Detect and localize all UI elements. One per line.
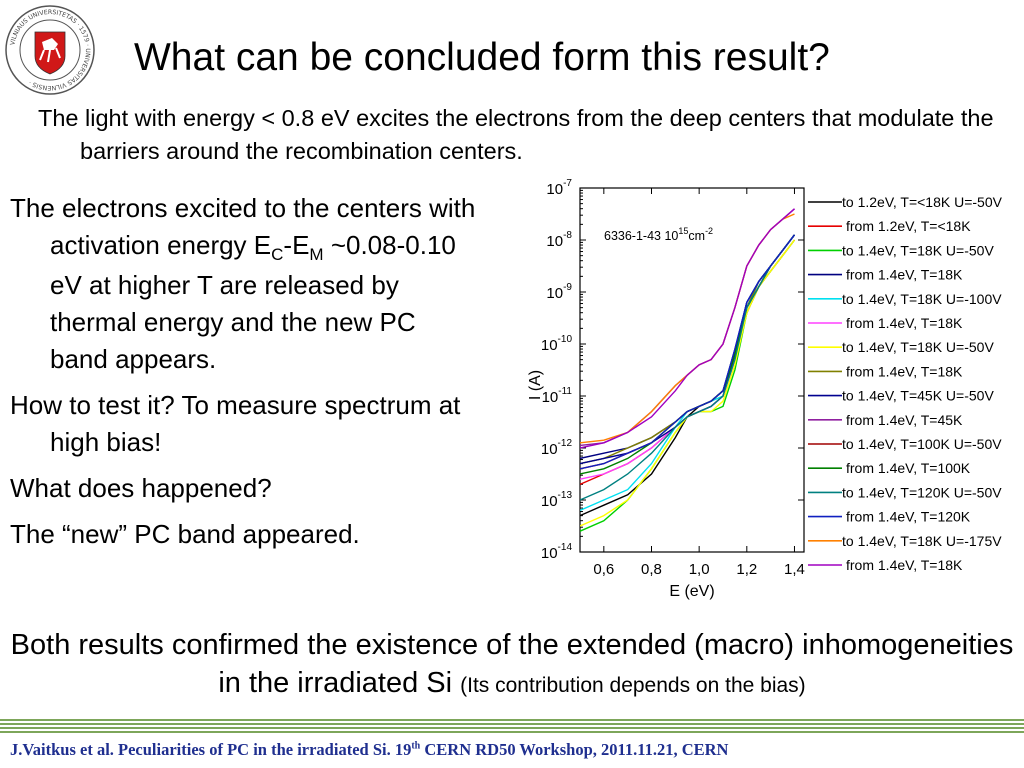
series-line-10 bbox=[580, 208, 795, 447]
legend-label-14: from 1.4eV, T=120K bbox=[846, 509, 971, 525]
intro-paragraph: The light with energy < 0.8 eV excites t… bbox=[38, 105, 994, 164]
legend-label-7: to 1.4eV, T=18K U=-50V bbox=[842, 339, 994, 355]
legend-label-13: to 1.4eV, T=120K U=-50V bbox=[842, 484, 1002, 500]
series-line-3 bbox=[580, 239, 796, 532]
photocurrent-spectrum-chart: 10-7 10-8 10-9 10-10 10-11 10-12 10-13 10-14 0,6… bbox=[527, 178, 1003, 600]
conclusion-main: Both results confirmed the existence of … bbox=[10, 629, 1014, 699]
plot-frame bbox=[579, 187, 805, 553]
bullet-item-activation-energy: The electrons excited to the centers wit… bbox=[10, 190, 480, 378]
series-line-14 bbox=[580, 234, 796, 470]
series-line-8 bbox=[580, 234, 796, 465]
legend-label-10: from 1.4eV, T=45K bbox=[846, 412, 963, 428]
legend-label-9: to 1.4eV, T=45K U=-50V bbox=[842, 388, 994, 404]
bullet-list: The electrons excited to the centers wit… bbox=[10, 190, 480, 562]
footer-divider bbox=[0, 719, 1024, 735]
footer-text-end: CERN RD50 Workshop, 2011.11.21, CERN bbox=[420, 740, 729, 759]
legend-label-6: from 1.4eV, T=18K bbox=[846, 315, 963, 331]
x-tick-label: 0,6 bbox=[593, 561, 614, 578]
legend-label-15: to 1.4eV, T=18K U=-175V bbox=[842, 533, 1002, 549]
legend-label-2: from 1.2eV, T=<18K bbox=[846, 218, 971, 234]
y-tick-label: 10-12 bbox=[541, 438, 573, 458]
series-line-16 bbox=[580, 208, 795, 449]
series-line-13 bbox=[580, 234, 796, 501]
series-line-4 bbox=[580, 234, 796, 460]
footer-citation: J.Vaitkus et al. Peculiarities of PC in … bbox=[10, 740, 728, 760]
legend-label-11: to 1.4eV, T=100K U=-50V bbox=[842, 436, 1002, 452]
bullet1-text-a: The electrons excited to the centers wit… bbox=[10, 193, 476, 260]
series-line-11 bbox=[580, 234, 796, 470]
footer-sup: th bbox=[411, 740, 421, 752]
conclusion-note: (Its contribution depends on the bias) bbox=[460, 674, 806, 697]
x-axis-label: E (eV) bbox=[669, 583, 714, 600]
legend-label-1: to 1.2eV, T=<18K U=-50V bbox=[842, 194, 1003, 210]
series-line-15 bbox=[580, 213, 795, 444]
sample-annotation: 6336-1-43 1015cm-2 bbox=[604, 226, 713, 243]
legend-label-8: from 1.4eV, T=18K bbox=[846, 363, 963, 379]
y-tick-label: 10-11 bbox=[542, 386, 573, 406]
footer-text: J.Vaitkus et al. Peculiarities of PC in … bbox=[10, 740, 412, 759]
subscript-c: C bbox=[271, 245, 284, 264]
legend-label-16: from 1.4eV, T=18K bbox=[846, 557, 963, 573]
y-tick-label: 10-10 bbox=[541, 334, 573, 354]
x-tick-label: 1,0 bbox=[689, 561, 710, 578]
series-line-7 bbox=[580, 239, 796, 527]
x-tick-label: 1,2 bbox=[736, 561, 757, 578]
y-tick-label: 10-13 bbox=[541, 490, 573, 510]
y-tick-label: 10-14 bbox=[541, 542, 573, 562]
y-tick-label: 10-9 bbox=[546, 282, 572, 302]
bullet1-text-b: -E bbox=[283, 230, 310, 260]
legend-label-3: to 1.4eV, T=18K U=-50V bbox=[842, 242, 994, 258]
bullet1-text-c: ~0.08-0.10 eV at higher T are released b… bbox=[50, 230, 456, 374]
legend-label-12: from 1.4eV, T=100K bbox=[846, 460, 971, 476]
slide-title: What can be concluded form this result? bbox=[134, 36, 830, 79]
bullet-item-new-band: The “new” PC band appeared. bbox=[10, 519, 360, 549]
subscript-m: M bbox=[309, 245, 324, 264]
x-tick-label: 1,4 bbox=[784, 561, 805, 578]
legend-label-4: from 1.4eV, T=18K bbox=[846, 267, 963, 283]
bullet-item-how-to-test: How to test it? To measure spectrum at h… bbox=[10, 390, 461, 457]
series-line-9 bbox=[580, 234, 796, 465]
series-line-6 bbox=[580, 234, 796, 480]
y-tick-label: 10-7 bbox=[546, 178, 572, 198]
university-seal-logo: VILNIAUS UNIVERSITETAS · 1579 · UNIVERSI… bbox=[5, 5, 95, 95]
y-axis-label: I (A) bbox=[527, 370, 544, 400]
conclusion-text: Both results confirmed the existence of … bbox=[0, 626, 1024, 705]
legend-label-5: to 1.4eV, T=18K U=-100V bbox=[842, 291, 1002, 307]
y-tick-label: 10-8 bbox=[546, 230, 572, 250]
bullet-item-what-happened: What does happened? bbox=[10, 473, 272, 503]
x-tick-label: 0,8 bbox=[641, 561, 662, 578]
